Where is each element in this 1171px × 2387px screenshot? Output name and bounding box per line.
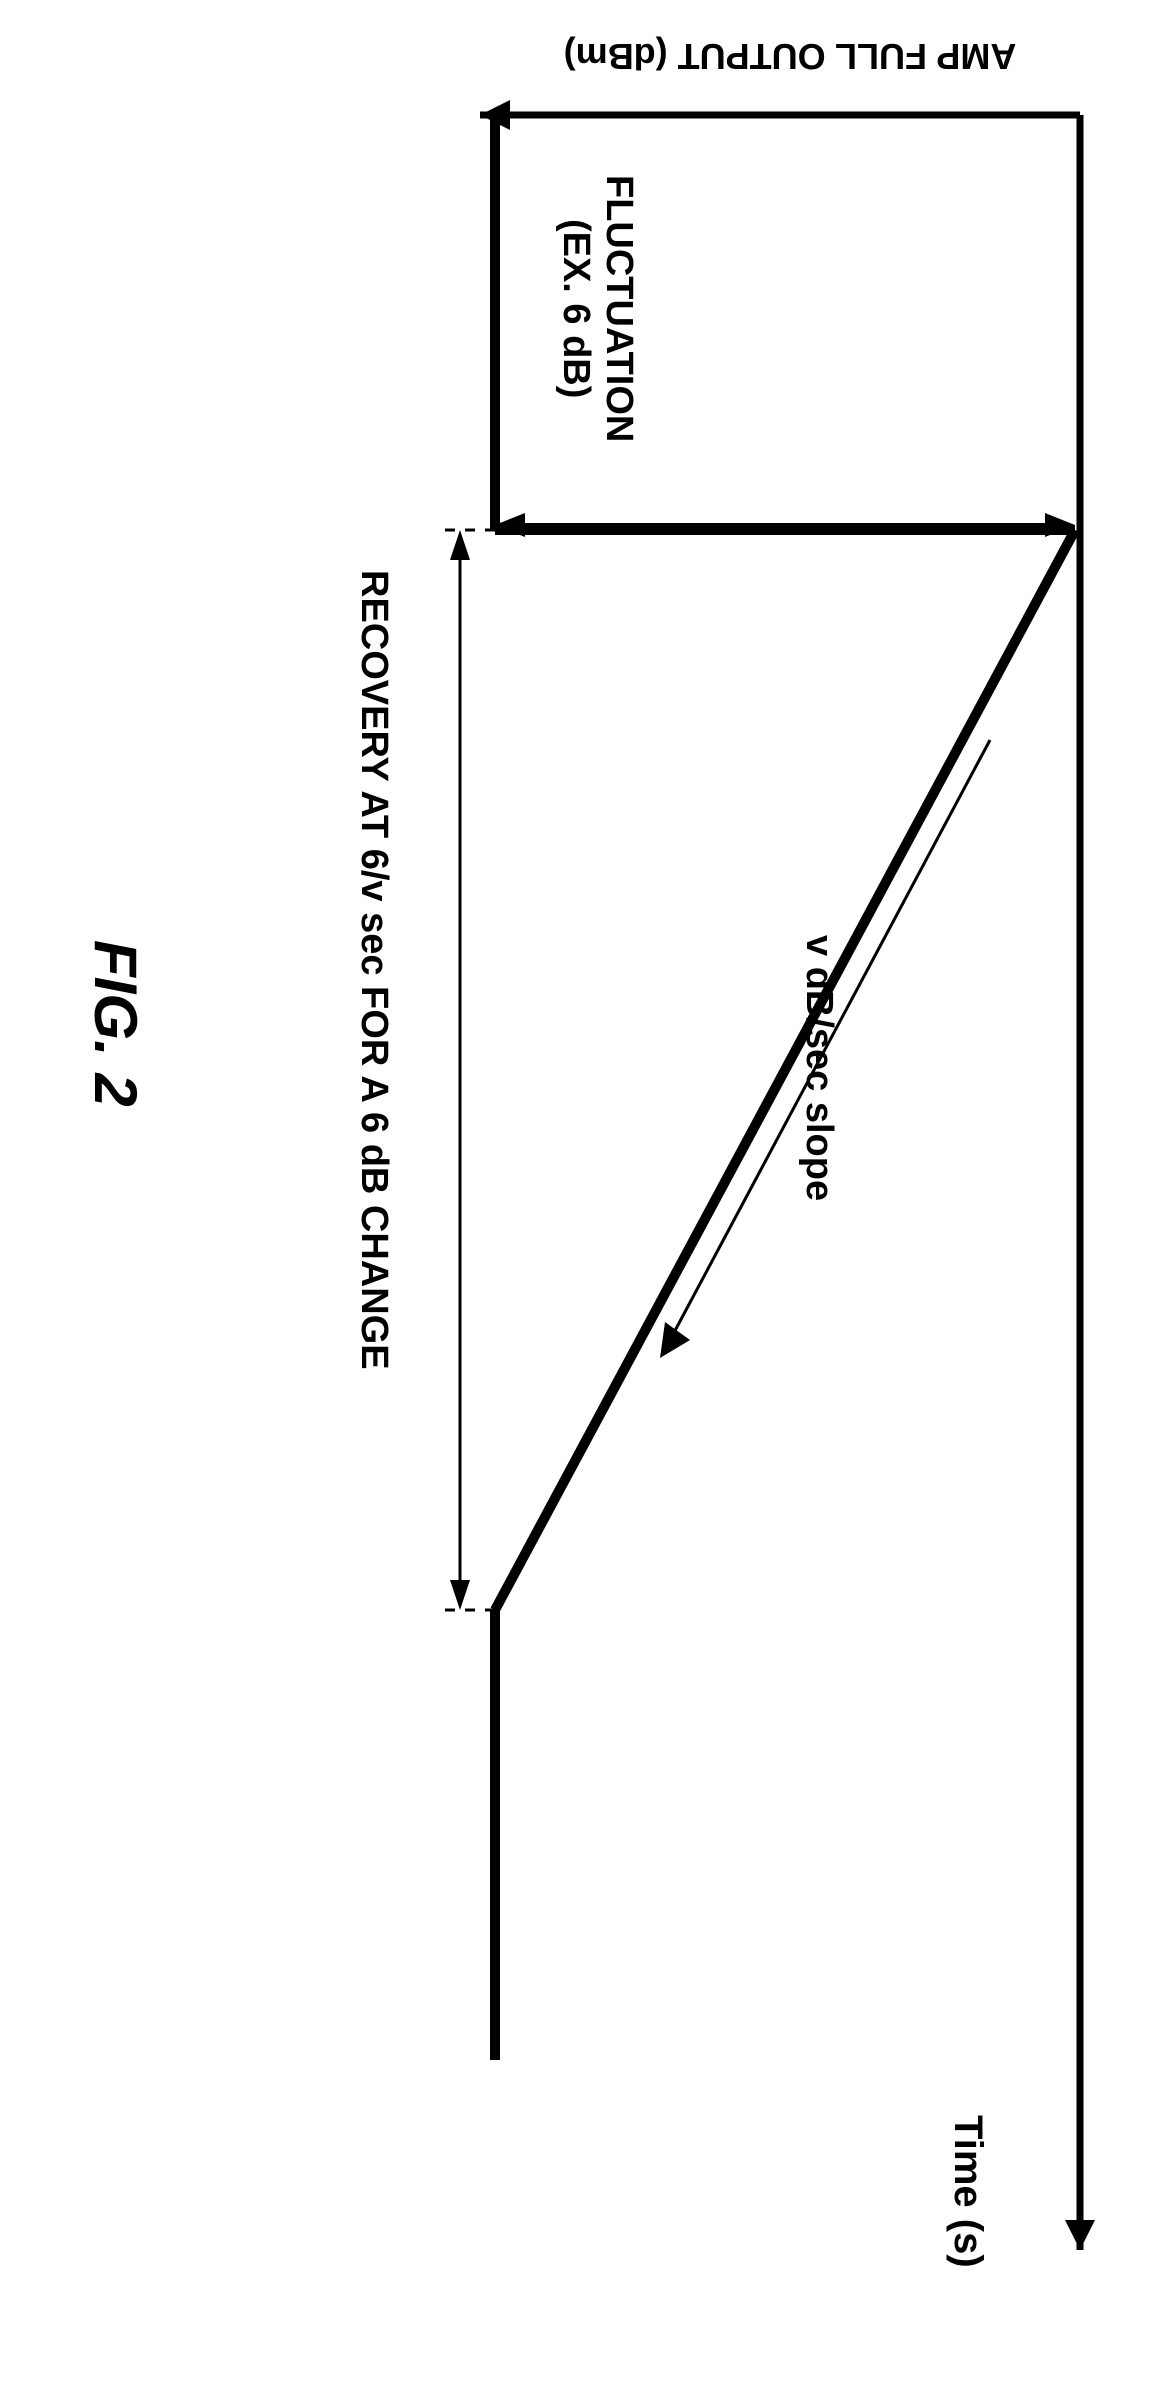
figure-title: FIG. 2 bbox=[81, 940, 150, 1107]
fluctuation-label: FLUCTUATION (EX. 6 dB) bbox=[554, 175, 640, 442]
recovery-label: RECOVERY AT 6/v sec FOR A 6 dB CHANGE bbox=[352, 570, 395, 1370]
trace-recovery-slope bbox=[495, 530, 1075, 1610]
slope-label: v dB/sec slope bbox=[797, 935, 840, 1201]
fluctuation-label-line1: FLUCTUATION bbox=[597, 175, 640, 442]
x-axis-arrowhead bbox=[1065, 2220, 1095, 2250]
fluctuation-label-line2: (EX. 6 dB) bbox=[554, 175, 597, 442]
recovery-span-arrow-top bbox=[450, 530, 470, 560]
y-axis-label: AMP FULL OUTPUT (dBm) bbox=[530, 35, 1050, 77]
slope-arrow-head bbox=[660, 1322, 690, 1358]
x-axis-label: Time (s) bbox=[945, 2115, 990, 2268]
recovery-span-arrow-bottom bbox=[450, 1580, 470, 1610]
